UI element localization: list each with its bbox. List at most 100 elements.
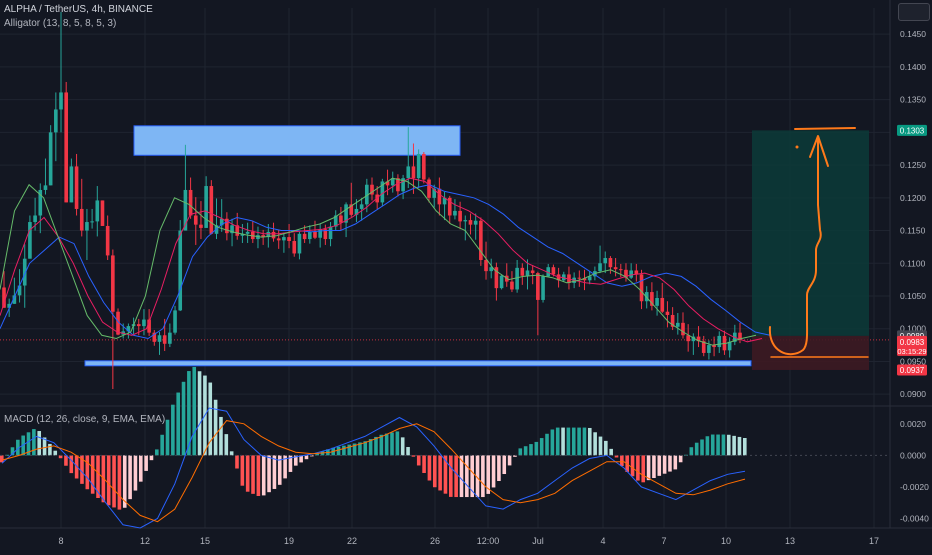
macd-histogram-bar <box>475 455 480 498</box>
alligator-legend[interactable]: Alligator (13, 8, 5, 8, 5, 3) <box>4 18 117 29</box>
macd-histogram-bar <box>267 455 271 493</box>
freehand-path <box>768 139 822 356</box>
candle-body <box>489 267 494 272</box>
price-tick-label: 0.1450 <box>900 29 926 39</box>
macd-histogram-bar <box>432 455 437 488</box>
macd-histogram-bar <box>513 455 517 457</box>
macd-histogram-bar <box>652 455 656 479</box>
macd-histogram-bar <box>443 455 448 494</box>
macd-histogram-bar <box>133 455 138 491</box>
candle-body <box>12 295 17 304</box>
macd-histogram-bar <box>700 439 704 456</box>
candle-body <box>665 311 670 315</box>
macd-histogram-bar <box>657 455 662 476</box>
candle-body <box>390 178 395 186</box>
candle-body <box>333 215 338 227</box>
candle-body <box>256 235 260 240</box>
candle-body <box>7 303 11 308</box>
candle-body <box>344 204 348 223</box>
macd-histogram-bar <box>598 436 603 456</box>
macd-histogram-bar <box>502 455 507 475</box>
candle-body <box>370 184 374 195</box>
macd-histogram-bar <box>0 455 4 463</box>
candle-body <box>38 189 43 216</box>
arrow-head <box>809 135 829 167</box>
candle-body <box>691 336 696 342</box>
candle-body <box>287 237 291 242</box>
macd-histogram-bar <box>662 455 667 474</box>
candle-body <box>650 292 654 306</box>
drawing-dot <box>795 145 799 149</box>
macd-histogram-bar <box>732 435 736 456</box>
chart-settings-box[interactable] <box>898 3 930 21</box>
macd-histogram-bar <box>187 371 191 456</box>
candle-body <box>484 260 488 272</box>
time-tick-label: 4 <box>600 536 605 546</box>
candle-body <box>230 225 234 234</box>
macd-histogram-bar <box>620 455 624 467</box>
macd-histogram-bar <box>406 447 410 456</box>
macd-histogram-bar <box>74 455 79 479</box>
macd-histogram-bar <box>550 429 555 456</box>
candle-body <box>670 314 675 327</box>
candle-body <box>380 181 385 203</box>
macd-histogram-bar <box>694 442 699 456</box>
alligator-jaw-line <box>0 184 771 340</box>
macd-histogram-bar <box>545 433 549 456</box>
price-tick-label: 0.0950 <box>900 356 926 366</box>
macd-histogram-bar <box>384 433 389 456</box>
macd-histogram-bar <box>347 444 352 456</box>
candle-body <box>100 200 105 226</box>
candle-body <box>499 275 504 289</box>
macd-histogram-bar <box>566 427 571 456</box>
macd-histogram-bar <box>416 455 421 466</box>
candle-body <box>193 215 198 225</box>
price-tick-label: 0.1150 <box>900 226 926 236</box>
time-tick-label: 12 <box>140 536 150 546</box>
price-tick-label: 0.0900 <box>900 389 926 399</box>
stop-price-badge: 0.0937 <box>900 366 925 375</box>
candle-body <box>712 345 716 348</box>
time-tick-label: 17 <box>869 536 879 546</box>
macd-histogram-bar <box>646 455 651 481</box>
time-tick-label: 22 <box>347 536 357 546</box>
macd-histogram-bar <box>577 427 581 456</box>
candle-body <box>582 278 587 281</box>
macd-histogram-bar <box>427 455 432 481</box>
candle-body <box>701 341 706 353</box>
time-tick-label: 10 <box>721 536 731 546</box>
candle-body <box>624 269 628 278</box>
price-tick-label: 0.1250 <box>900 160 926 170</box>
macd-histogram-bar <box>465 455 469 498</box>
macd-histogram-bar <box>636 455 640 481</box>
macd-histogram-bar <box>251 455 255 494</box>
macd-histogram-bar <box>668 455 672 472</box>
candle-body <box>54 109 58 133</box>
macd-histogram-bar <box>491 455 496 488</box>
profit-zone <box>752 130 869 336</box>
candle-body <box>681 322 685 336</box>
macd-histogram-bar <box>229 451 234 456</box>
candle-body <box>536 273 540 300</box>
candle-body <box>349 204 354 215</box>
candle-body <box>136 324 141 327</box>
candle-body <box>235 225 240 236</box>
symbol-title[interactable]: ALPHA / TetherUS, 4h, BINANCE <box>4 4 153 15</box>
drawing-layer <box>0 125 890 367</box>
macd-histogram-bar <box>411 455 416 457</box>
macd-legend[interactable]: MACD (12, 26, close, 9, EMA, EMA) <box>4 414 166 425</box>
candle-body <box>240 233 245 236</box>
candle-body <box>546 267 551 277</box>
macd-histogram-bar <box>112 455 116 508</box>
candle-body <box>245 231 250 234</box>
candle-body <box>359 204 364 209</box>
price-tick-label: 0.1050 <box>900 291 926 301</box>
macd-histogram-bar <box>352 443 357 456</box>
candle-body <box>209 186 214 234</box>
macd-histogram-bar <box>561 427 565 456</box>
freehand-arrow-drawing[interactable] <box>768 127 869 358</box>
candle-body <box>183 189 188 231</box>
